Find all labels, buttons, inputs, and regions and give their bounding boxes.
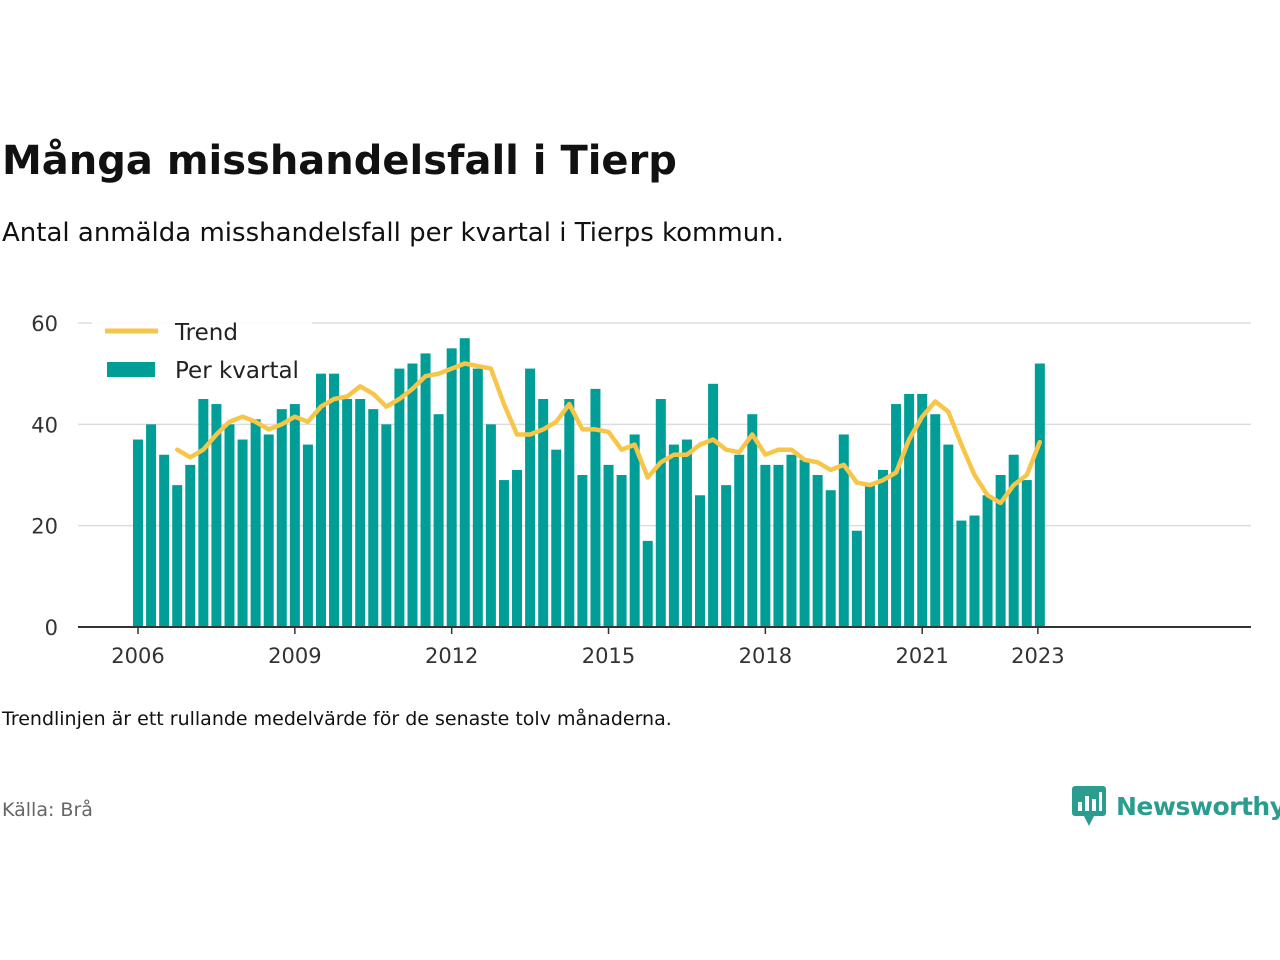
bar	[381, 424, 392, 627]
y-tick-label: 0	[45, 616, 58, 640]
bar	[930, 414, 941, 627]
bar	[773, 464, 784, 627]
bar	[747, 414, 758, 627]
x-axis-ticks: 2006 2009 2012 2015 2018 2021 2023	[111, 627, 1065, 668]
x-tick-label: 2015	[582, 644, 635, 668]
x-tick-label: 2021	[895, 644, 948, 668]
x-tick-label: 2006	[111, 644, 164, 668]
bar	[1008, 454, 1019, 627]
bar	[786, 454, 797, 627]
source-label: Källa: Brå	[2, 799, 93, 821]
bar	[1034, 363, 1045, 627]
bar	[904, 393, 915, 627]
bars-series	[133, 338, 1045, 627]
bar	[433, 414, 444, 627]
legend: Trend Per kvartal	[92, 318, 312, 390]
bar	[943, 444, 954, 627]
bar	[877, 469, 888, 627]
bar	[289, 404, 300, 627]
bar	[734, 454, 745, 627]
bar	[525, 368, 536, 627]
x-tick-label: 2009	[268, 644, 321, 668]
bar	[851, 530, 862, 627]
bar	[799, 459, 810, 627]
bar	[133, 439, 143, 627]
bar	[198, 399, 209, 627]
bar	[250, 419, 261, 627]
bar	[721, 485, 732, 627]
y-tick-label: 20	[31, 515, 58, 539]
bar	[681, 439, 692, 627]
y-tick-label: 40	[31, 413, 58, 437]
bar	[368, 409, 379, 627]
legend-per-kvartal-label: Per kvartal	[175, 358, 299, 384]
y-axis-ticks: 0 20 40 60	[31, 312, 58, 640]
bar	[655, 399, 666, 627]
bar	[185, 464, 196, 627]
chart-title: Många misshandelsfall i Tierp	[2, 138, 677, 184]
bar	[355, 399, 366, 627]
bar	[642, 540, 653, 627]
bar-line-chart: 0 20 40 60 2006 2009 2012 2015 2018 2021 2023 Tre…	[31, 312, 1251, 668]
bar	[838, 434, 849, 627]
bar	[708, 383, 719, 627]
bar	[512, 469, 523, 627]
bar	[407, 363, 418, 627]
bar	[629, 434, 640, 627]
newsworthy-logo-icon	[1072, 786, 1106, 826]
bar	[616, 475, 627, 627]
bar	[276, 409, 287, 627]
bar	[342, 399, 353, 627]
x-tick-label: 2012	[425, 644, 478, 668]
brand-name: Newsworthy	[1116, 791, 1280, 821]
bar	[956, 520, 967, 627]
bar	[420, 353, 431, 627]
bar	[459, 338, 470, 627]
bar	[446, 348, 457, 627]
bar	[603, 464, 614, 627]
bar	[577, 475, 588, 627]
bar	[237, 439, 248, 627]
bar	[864, 485, 875, 627]
bar	[498, 480, 509, 627]
newsworthy-logo[interactable]: Newsworthy	[1072, 784, 1280, 828]
bar	[315, 373, 326, 627]
bar	[263, 434, 274, 627]
bar	[146, 424, 157, 627]
bar	[485, 424, 496, 627]
bar	[760, 464, 771, 627]
bar	[668, 444, 679, 627]
bar	[224, 424, 235, 627]
bar	[995, 475, 1006, 627]
y-tick-label: 60	[31, 312, 58, 336]
chart-subtitle: Antal anmälda misshandelsfall per kvarta…	[2, 218, 784, 248]
bar	[564, 399, 575, 627]
bar	[917, 393, 928, 627]
bar	[825, 490, 836, 627]
bar	[211, 404, 222, 627]
bar	[695, 495, 706, 627]
bar	[172, 485, 183, 627]
x-tick-label: 2018	[739, 644, 792, 668]
x-tick-label: 2023	[1011, 644, 1064, 668]
bar	[982, 495, 993, 627]
bar	[472, 368, 483, 627]
bar	[969, 515, 980, 627]
bar	[394, 368, 405, 627]
bar	[551, 449, 562, 627]
bar	[159, 454, 170, 627]
legend-per-kvartal-swatch	[107, 362, 155, 377]
bar	[1021, 480, 1032, 627]
trend-line	[174, 361, 1043, 506]
footnote: Trendlinjen är ett rullande medelvärde f…	[2, 708, 672, 730]
legend-trend-label: Trend	[174, 320, 238, 346]
bar	[329, 373, 340, 627]
bar	[538, 399, 549, 627]
bar	[302, 444, 313, 627]
bar	[590, 388, 601, 627]
bar	[812, 475, 823, 627]
bar	[891, 404, 902, 627]
